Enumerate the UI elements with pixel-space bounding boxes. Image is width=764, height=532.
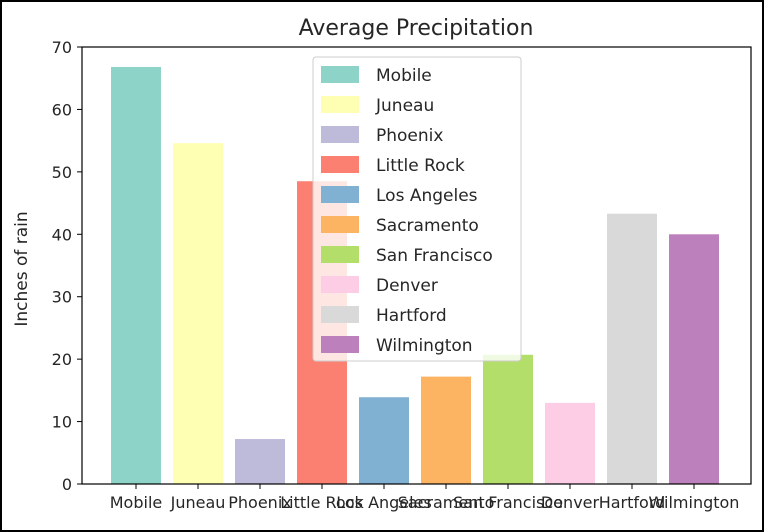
x-tick-label: Wilmington [649,493,740,512]
bar-phoenix [235,439,285,484]
legend-label: Sacramento [376,216,479,236]
y-axis-label: Inches of rain [12,211,32,326]
legend-swatch [321,66,359,83]
y-tick-label: 30 [52,288,72,307]
bar-juneau [173,143,223,484]
y-tick-label: 0 [62,475,72,494]
y-tick-label: 60 [52,100,72,119]
legend-swatch [321,306,359,323]
legend-swatch [321,156,359,173]
legend-swatch [321,216,359,233]
bar-denver [545,402,595,484]
y-tick-label: 20 [52,350,72,369]
bar-sacramento [421,376,471,484]
legend-label: Juneau [375,96,434,116]
bar-mobile [111,66,161,484]
x-tick-label: Sacramento [398,493,495,512]
legend-swatch [321,336,359,353]
y-tick-label: 40 [52,225,72,244]
legend-label: Wilmington [376,336,473,356]
legend-box [312,56,522,362]
x-tick-label: Juneau [170,493,226,512]
legend-swatch [321,126,359,143]
legend-label: Little Rock [376,156,465,176]
x-tick-label: Hartford [599,493,666,512]
legend-label: San Francisco [376,246,493,266]
legend-label: Denver [376,276,438,296]
y-tick-label: 70 [52,38,72,57]
x-tick-label: Los Angeles [336,493,432,512]
y-tick-label: 50 [52,163,72,182]
x-tick-label: Denver [541,493,600,512]
plot-area-frame [81,46,752,485]
bar-san-francisco [483,354,533,484]
legend-swatch [321,246,359,263]
legend-swatch [321,186,359,203]
bars-group [111,66,719,485]
legend-swatch [321,276,359,293]
x-tick-label: Mobile [110,493,162,512]
legend-label: Hartford [376,306,447,326]
legend: Mobile Juneau Phoenix Little Rock Los Angele… [312,56,522,362]
bar-los-angeles [359,397,409,484]
chart-title: Average Precipitation [299,16,534,41]
x-tick-label: Phoenix [228,493,291,512]
legend-swatch [321,96,359,113]
x-tick-label: San Francisco [453,493,563,512]
y-axis-ticks: 0 10 20 30 40 50 60 70 [52,38,82,494]
bar-hartford [607,213,657,485]
y-tick-label: 10 [52,413,72,432]
x-tick-label: Little Rock [280,493,364,512]
legend-label: Mobile [376,66,432,86]
legend-label: Los Angeles [376,186,478,206]
legend-label: Phoenix [376,126,443,146]
bar-wilmington [669,234,719,484]
